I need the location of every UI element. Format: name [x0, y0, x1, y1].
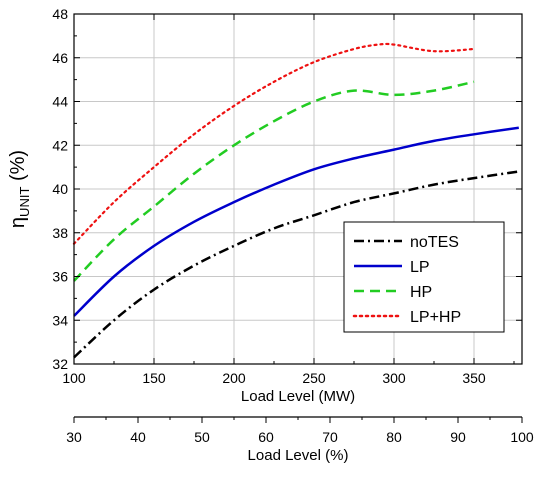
x2-tick-label: 100 — [510, 429, 534, 445]
legend-label-notes: noTES — [410, 234, 459, 251]
x-tick-label: 300 — [382, 370, 406, 386]
x2-tick-label: 80 — [386, 429, 402, 445]
y-tick-label: 48 — [52, 6, 68, 22]
x2-tick-label: 70 — [322, 429, 338, 445]
legend-box — [343, 221, 505, 333]
ticks: 100 150 200 250 300 350 32 34 36 38 40 42 44 46 48 — [52, 6, 522, 386]
x2-tick-label: 50 — [194, 429, 210, 445]
y-axis-unit: (%) — [7, 150, 29, 187]
y-tick-label: 36 — [52, 269, 68, 285]
x-tick-label: 100 — [62, 370, 86, 386]
legend-label-hp: HP — [410, 284, 432, 301]
y-tick-label: 34 — [52, 312, 68, 328]
x-axis-title: Load Level (MW) — [241, 388, 355, 405]
y-axis-title: ηUNIT (%) — [7, 150, 32, 228]
x-tick-label: 350 — [462, 370, 486, 386]
secondary-x-axis-title: Load Level (%) — [248, 447, 349, 464]
y-tick-label: 38 — [52, 225, 68, 241]
x2-tick-label: 30 — [66, 429, 82, 445]
x2-tick-label: 90 — [450, 429, 466, 445]
y-axis-symbol: η — [7, 217, 29, 228]
legend-label-lp-hp: LP+HP — [410, 309, 461, 326]
y-axis-title-text: ηUNIT (%) — [7, 150, 32, 228]
y-axis-subscript: UNIT — [17, 187, 32, 217]
y-tick-label: 42 — [52, 137, 68, 153]
legend-label-lp: LP — [410, 259, 430, 276]
series-layer — [72, 42, 519, 359]
series-line-notes — [73, 170, 519, 359]
series-line-lp — [73, 126, 519, 317]
x-tick-label: 200 — [222, 370, 246, 386]
secondary-x-axis: 30 40 50 60 70 80 90 100 — [66, 416, 534, 445]
series-line-lp-hp — [72, 42, 476, 245]
y-tick-label: 32 — [52, 356, 68, 372]
y-tick-label: 40 — [52, 181, 68, 197]
x-tick-label: 250 — [302, 370, 326, 386]
legend: noTES LP HP LP+HP — [343, 221, 505, 333]
y-tick-label: 46 — [52, 50, 68, 66]
x-tick-label: 150 — [142, 370, 166, 386]
x2-tick-label: 60 — [258, 429, 274, 445]
grid — [73, 13, 522, 365]
y-tick-label: 44 — [52, 94, 68, 110]
series-line-hp — [73, 80, 475, 282]
x2-tick-label: 40 — [130, 429, 146, 445]
